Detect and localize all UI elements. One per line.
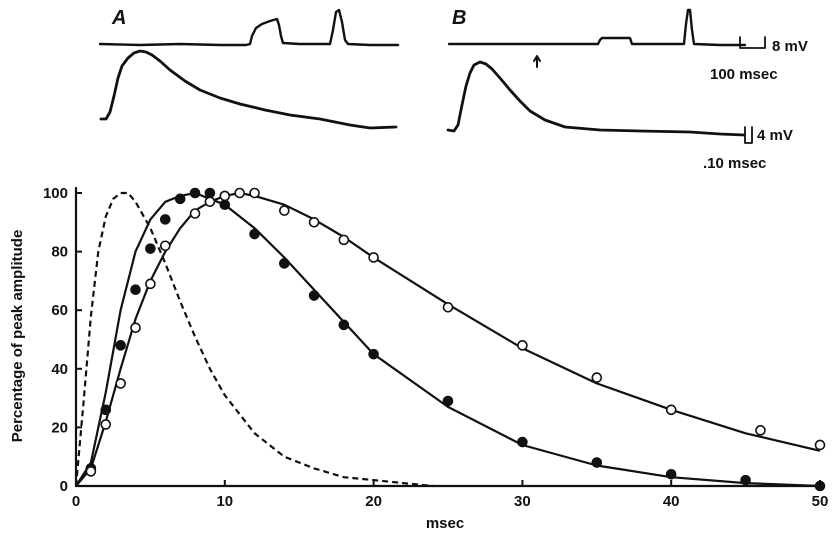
- x-tick-label: 30: [514, 493, 531, 510]
- bottom-scale-time: .10 msec: [703, 155, 766, 172]
- filled-data-point: [115, 340, 126, 351]
- panel-a-upper-trace: [98, 8, 400, 47]
- open-data-point: [249, 187, 260, 199]
- filled-data-point: [189, 187, 201, 199]
- y-tick-label: 100: [43, 185, 68, 202]
- filled-data-point: [517, 436, 528, 448]
- top-scale-bar: [739, 36, 766, 49]
- filled-data-point: [100, 404, 112, 416]
- y-axis-title: Percentage of peak amplitude: [9, 230, 26, 443]
- open-data-point: [665, 404, 677, 416]
- y-tick-label: 80: [51, 244, 68, 261]
- open-data-point: [755, 425, 766, 436]
- open-data-point: [442, 301, 454, 313]
- y-tick-label: 0: [60, 478, 68, 495]
- tick-group: 0 10 20 30 40 50 0 20 40 60 80 100: [43, 185, 828, 510]
- open-data-point: [368, 252, 379, 263]
- open-data-point: [591, 372, 603, 383]
- panel-b-upper-trace: [447, 8, 747, 47]
- panel-a-label: A: [111, 7, 126, 29]
- bottom-scale-voltage: 4 mV: [757, 127, 793, 144]
- filled-data-point: [665, 468, 677, 480]
- filled-data-point: [338, 319, 350, 331]
- filled-data-point: [442, 395, 454, 407]
- open-data-point: [814, 439, 826, 451]
- fitted-curve-2: [75, 191, 821, 488]
- filled-data-point: [591, 457, 603, 468]
- filled-data-point: [279, 258, 290, 269]
- open-data-point: [115, 378, 126, 389]
- x-tick-label: 20: [365, 493, 382, 510]
- filled-data-point: [174, 193, 186, 205]
- open-data-point: [189, 208, 201, 219]
- panel-b-stimulus-arrow: [533, 55, 541, 68]
- plot-area: 0 10 20 30 40 50 0 20 40 60 80 100: [43, 185, 828, 510]
- top-scale-voltage: 8 mV: [772, 38, 808, 55]
- filled-data-point: [145, 243, 156, 254]
- filled-data-point: [204, 187, 216, 199]
- open-data-point: [100, 419, 112, 430]
- panel-b-lower-trace: [446, 60, 746, 137]
- x-tick-label: 40: [663, 493, 680, 510]
- top-scale-time: 100 msec: [710, 66, 778, 83]
- open-data-point: [517, 340, 528, 351]
- curve-group: [74, 191, 821, 488]
- filled-data-point: [249, 228, 260, 240]
- open-data-point: [338, 234, 350, 246]
- open-data-point: [308, 217, 320, 228]
- bottom-scale-bar: [744, 126, 753, 144]
- x-tick-label: 0: [72, 493, 80, 510]
- open-data-point: [204, 196, 216, 208]
- y-tick-label: 20: [51, 419, 68, 436]
- x-axis-title: msec: [426, 515, 464, 532]
- open-data-point: [219, 190, 231, 202]
- marker-group: [85, 187, 826, 492]
- open-data-point: [234, 187, 245, 199]
- filled-data-point: [159, 214, 171, 225]
- open-data-point: [159, 240, 171, 252]
- open-data-point: [145, 278, 156, 290]
- x-tick-label: 50: [812, 493, 829, 510]
- panel-b-label: B: [452, 7, 466, 29]
- fitted-curve-3: [75, 191, 821, 487]
- filled-data-point: [814, 480, 826, 492]
- open-data-point: [85, 466, 97, 477]
- open-data-point: [130, 322, 141, 334]
- y-tick-label: 60: [51, 302, 68, 319]
- filled-data-point: [308, 290, 320, 301]
- filled-data-point: [740, 474, 751, 486]
- y-tick-label: 40: [51, 361, 68, 378]
- open-data-point: [279, 205, 290, 216]
- filled-data-point: [368, 348, 379, 360]
- filled-data-point: [130, 284, 141, 295]
- filled-data-point: [219, 199, 231, 211]
- panel-a-lower-trace: [99, 49, 398, 130]
- dashed-curve: [74, 191, 434, 488]
- x-tick-label: 10: [216, 493, 233, 510]
